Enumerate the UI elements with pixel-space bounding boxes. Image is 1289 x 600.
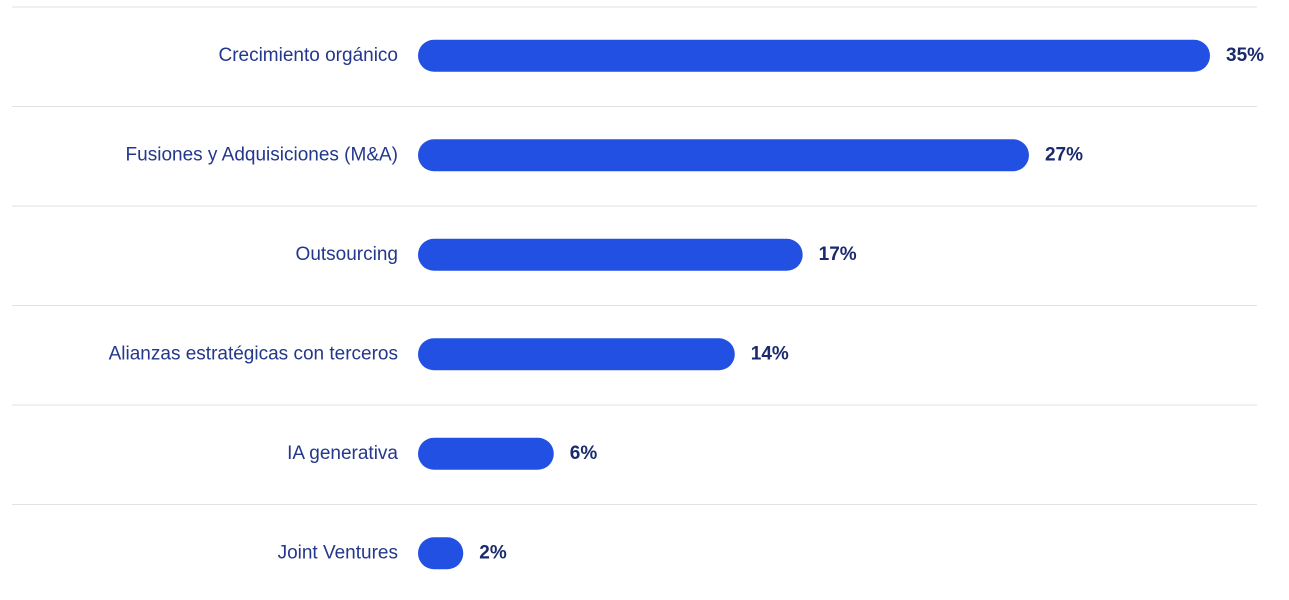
- bar: [418, 437, 554, 470]
- bar: [418, 238, 803, 271]
- value-label: 6%: [570, 443, 598, 464]
- category-label: Outsourcing: [296, 244, 398, 265]
- category-label: Alianzas estratégicas con terceros: [109, 343, 398, 364]
- value-label: 17%: [819, 244, 857, 265]
- category-label: Crecimiento orgánico: [218, 45, 398, 66]
- bar: [418, 537, 464, 570]
- category-label: IA generativa: [287, 443, 398, 464]
- value-label: 35%: [1226, 45, 1264, 66]
- value-label: 2%: [479, 542, 507, 563]
- bar: [418, 39, 1210, 72]
- bar: [418, 139, 1029, 172]
- category-label: Joint Ventures: [278, 542, 398, 563]
- value-label: 14%: [751, 343, 789, 364]
- value-label: 27%: [1045, 144, 1083, 165]
- category-label: Fusiones y Adquisiciones (M&A): [126, 144, 398, 165]
- bar: [418, 338, 735, 371]
